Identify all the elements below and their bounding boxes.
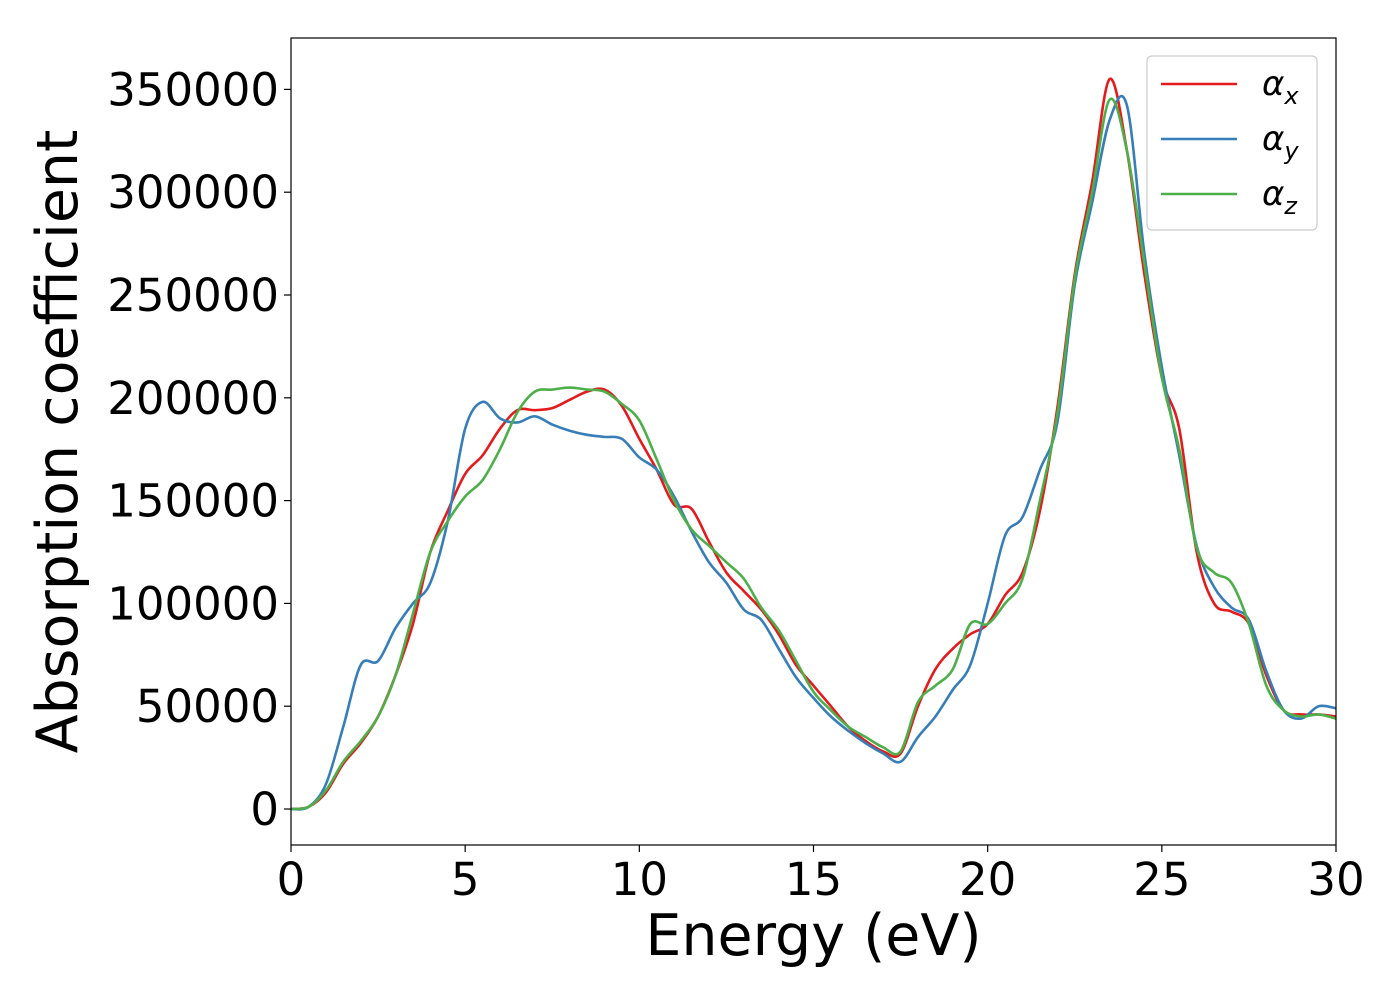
series-line-y	[291, 95, 1336, 811]
legend-label-y: αy	[1262, 119, 1299, 165]
y-axis-title: Absorption coefficient	[25, 130, 91, 754]
legend-label-subscript: y	[1283, 137, 1299, 165]
x-axis-title: Energy (eV)	[645, 903, 981, 969]
legend-label-symbol: α	[1262, 119, 1284, 159]
x-tick-label: 30	[1307, 853, 1364, 906]
plot-area	[291, 77, 1336, 811]
legend-label-symbol: α	[1262, 64, 1284, 104]
legend-label-symbol: α	[1262, 174, 1284, 214]
y-tick-label: 350000	[107, 63, 279, 116]
legend-label-subscript: z	[1283, 192, 1298, 220]
y-tick-label: 300000	[107, 166, 279, 219]
series-line-z	[291, 97, 1336, 811]
x-tick-label: 0	[277, 853, 306, 906]
x-tick-label: 20	[959, 853, 1016, 906]
y-tick-label: 50000	[136, 680, 279, 733]
y-tick-label: 0	[250, 783, 279, 836]
y-tick-label: 100000	[107, 577, 279, 630]
y-tick-label: 150000	[107, 475, 279, 528]
legend-frame	[1146, 55, 1318, 231]
legend-label-z: αz	[1262, 174, 1298, 220]
x-axis: 0 5 10 15 20 25 30	[277, 845, 1365, 906]
legend-label-x: αx	[1262, 64, 1299, 110]
x-tick-label: 5	[451, 853, 480, 906]
x-tick-label: 15	[785, 853, 842, 906]
y-tick-label: 250000	[107, 269, 279, 322]
y-tick-label: 200000	[107, 372, 279, 425]
x-tick-label: 25	[1133, 853, 1190, 906]
x-tick-label: 10	[611, 853, 668, 906]
legend-label-subscript: x	[1283, 82, 1299, 110]
y-axis: 0 50000 100000 150000 200000 250000 300000 3500…	[107, 63, 291, 836]
